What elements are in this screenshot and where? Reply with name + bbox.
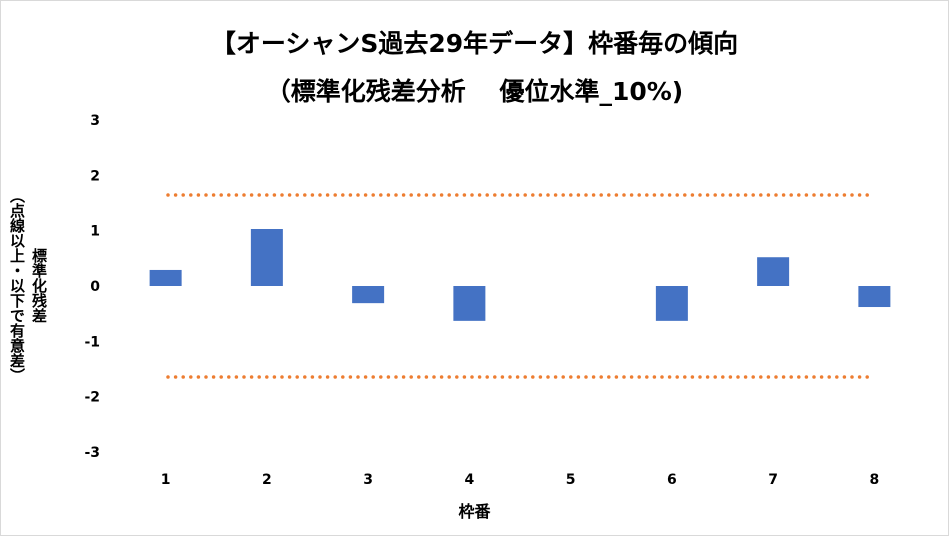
x-tick-label: 1	[161, 472, 171, 488]
bar	[655, 286, 688, 321]
y-axis-label: 標準化残差 （点線以上・以下で有意差）	[6, 150, 50, 420]
y-tick-label: -3	[84, 445, 100, 461]
bar	[453, 286, 486, 321]
y-tick-label: 3	[90, 113, 100, 129]
x-axis-label: 枠番	[458, 502, 491, 521]
x-tick-label: 3	[363, 472, 373, 488]
y-tick-label: -1	[84, 334, 100, 350]
chart-title: 【オーシャンS過去29年データ】枠番毎の傾向	[210, 29, 739, 58]
x-tick-label: 2	[262, 472, 272, 488]
x-tick-label: 7	[768, 472, 778, 488]
bar	[250, 229, 283, 286]
y-tick-label: 2	[90, 168, 100, 184]
bar	[757, 257, 790, 286]
x-tick-label: 4	[465, 472, 475, 488]
x-tick-label: 8	[870, 472, 880, 488]
y-tick-label: -2	[84, 390, 100, 406]
y-axis-title: 標準化残差	[30, 247, 48, 323]
bar	[352, 286, 385, 304]
bar	[858, 286, 891, 308]
chart-subtitle: （標準化残差分析 優位水準_10%)	[265, 77, 684, 106]
y-tick-label: 0	[90, 279, 100, 295]
bar	[149, 269, 182, 286]
x-tick-label: 5	[566, 472, 576, 488]
x-tick-label: 6	[667, 472, 677, 488]
y-axis-note: （点線以上・以下で有意差）	[8, 187, 26, 383]
y-tick-label: 1	[90, 224, 100, 240]
